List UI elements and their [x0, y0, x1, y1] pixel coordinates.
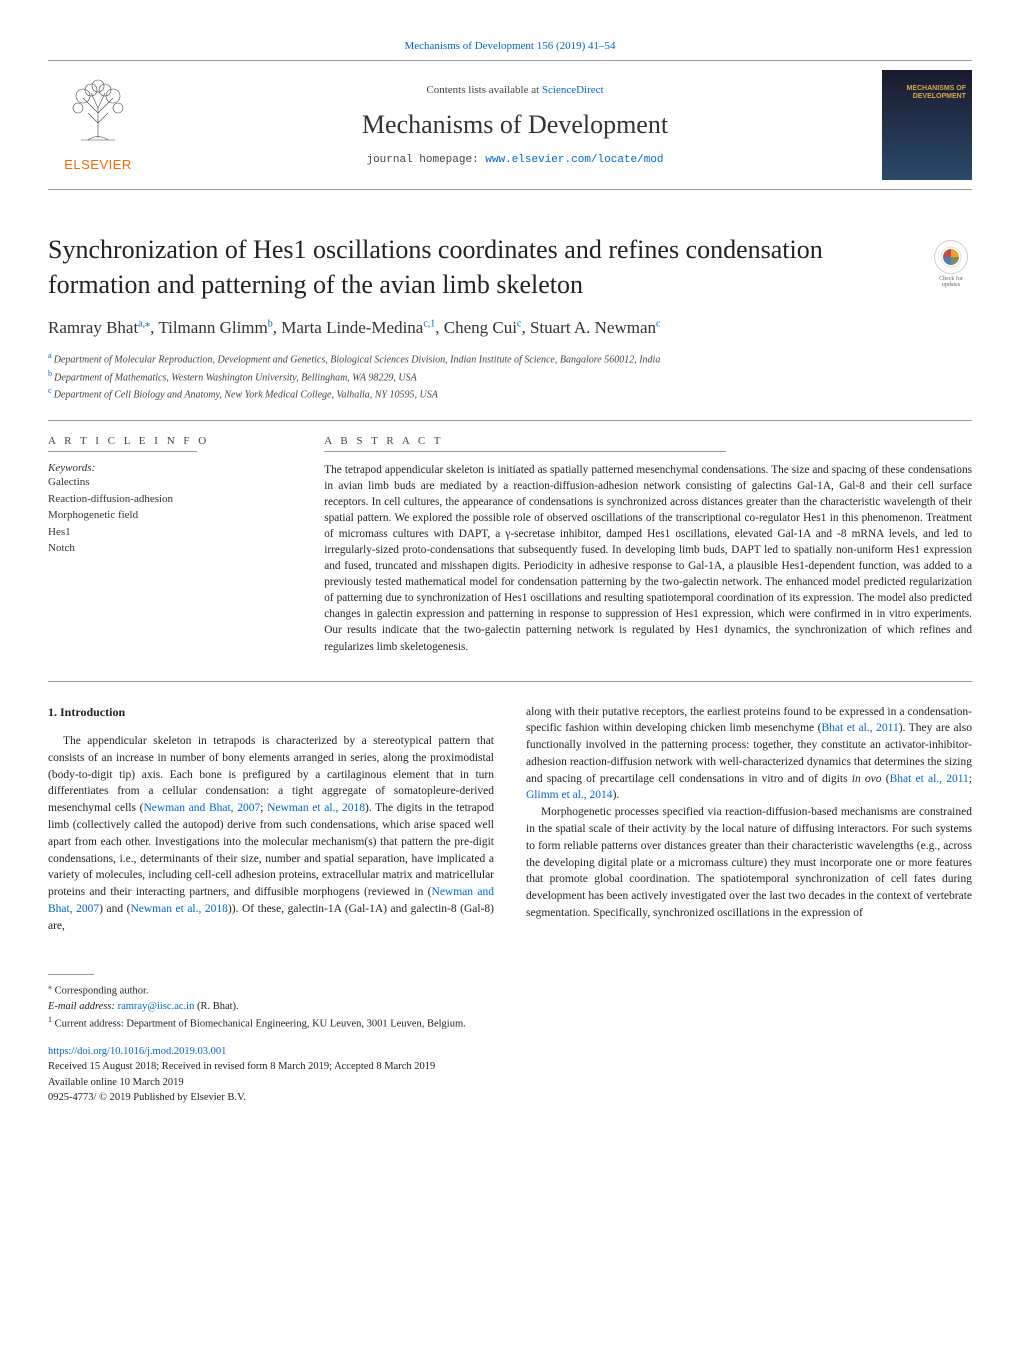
corresponding-author-note: ⁎ Corresponding author.: [48, 981, 972, 999]
section-heading-intro: 1. Introduction: [48, 704, 494, 722]
info-rule: [48, 451, 197, 452]
footnote-rule: [48, 974, 94, 975]
abstract-col: A B S T R A C T The tetrapod appendicula…: [324, 435, 972, 654]
cover-title: MECHANISMS OF DEVELOPMENT: [907, 85, 967, 100]
journal-homepage: journal homepage: www.elsevier.com/locat…: [148, 154, 882, 166]
article-info-head: A R T I C L E I N F O: [48, 435, 288, 447]
keyword: Morphogenetic field: [48, 507, 288, 524]
current-address-note: 1 Current address: Department of Biomech…: [48, 1014, 972, 1032]
affiliation-c: cDepartment of Cell Biology and Anatomy,…: [48, 385, 972, 402]
crossmark-icon: [935, 241, 967, 273]
left-column: 1. Introduction The appendicular skeleto…: [48, 704, 494, 935]
affiliation-a: aDepartment of Molecular Reproduction, D…: [48, 350, 972, 367]
check-updates-badge[interactable]: Check for updates: [930, 240, 972, 288]
abstract-text: The tetrapod appendicular skeleton is in…: [324, 462, 972, 654]
journal-header: ELSEVIER Contents lists available at Sci…: [48, 60, 972, 190]
article-title: Synchronization of Hes1 oscillations coo…: [48, 232, 833, 302]
doi-block: https://doi.org/10.1016/j.mod.2019.03.00…: [48, 1044, 972, 1105]
copyright-line: 0925-4773/ © 2019 Published by Elsevier …: [48, 1090, 972, 1105]
keywords-label: Keywords:: [48, 462, 288, 474]
citation-link[interactable]: Mechanisms of Development 156 (2019) 41–…: [404, 40, 615, 52]
check-updates-label-2: updates: [930, 282, 972, 288]
doi-link[interactable]: https://doi.org/10.1016/j.mod.2019.03.00…: [48, 1046, 226, 1057]
right-column: along with their putative receptors, the…: [526, 704, 972, 935]
body-separator: [48, 681, 972, 682]
keywords-list: Galectins Reaction-diffusion-adhesion Mo…: [48, 474, 288, 557]
author-email-link[interactable]: ramray@iisc.ac.in: [118, 1001, 195, 1012]
header-center: Contents lists available at ScienceDirec…: [148, 84, 882, 166]
body-paragraph: The appendicular skeleton in tetrapods i…: [48, 733, 494, 934]
keyword: Reaction-diffusion-adhesion: [48, 491, 288, 508]
journal-cover-thumbnail[interactable]: MECHANISMS OF DEVELOPMENT: [882, 70, 972, 180]
sciencedirect-link[interactable]: ScienceDirect: [542, 84, 604, 96]
abstract-head: A B S T R A C T: [324, 435, 972, 447]
journal-citation: Mechanisms of Development 156 (2019) 41–…: [48, 40, 972, 52]
affiliations: aDepartment of Molecular Reproduction, D…: [48, 350, 972, 402]
available-online: Available online 10 March 2019: [48, 1075, 972, 1090]
title-block: Synchronization of Hes1 oscillations coo…: [48, 232, 972, 302]
body-paragraph: along with their putative receptors, the…: [526, 704, 972, 805]
received-dates: Received 15 August 2018; Received in rev…: [48, 1059, 972, 1074]
elsevier-tree-icon: [63, 78, 133, 148]
article-info-col: A R T I C L E I N F O Keywords: Galectin…: [48, 435, 288, 654]
body-paragraph: Morphogenetic processes specified via re…: [526, 804, 972, 921]
homepage-link[interactable]: www.elsevier.com/locate/mod: [485, 154, 663, 166]
info-abstract-row: A R T I C L E I N F O Keywords: Galectin…: [48, 420, 972, 654]
footnotes: ⁎ Corresponding author. E-mail address: …: [48, 974, 972, 1032]
keyword: Notch: [48, 540, 288, 557]
elsevier-wordmark: ELSEVIER: [48, 157, 148, 172]
journal-name: Mechanisms of Development: [148, 110, 882, 140]
contents-available: Contents lists available at ScienceDirec…: [148, 84, 882, 96]
body-columns: 1. Introduction The appendicular skeleto…: [48, 704, 972, 935]
keyword: Galectins: [48, 474, 288, 491]
elsevier-logo[interactable]: ELSEVIER: [48, 78, 148, 172]
keyword: Hes1: [48, 524, 288, 541]
abstract-rule: [324, 451, 726, 452]
email-note: E-mail address: ramray@iisc.ac.in (R. Bh…: [48, 999, 972, 1014]
author-list: Ramray Bhata,⁎, Tilmann Glimmb, Marta Li…: [48, 318, 972, 338]
affiliation-b: bDepartment of Mathematics, Western Wash…: [48, 368, 972, 385]
